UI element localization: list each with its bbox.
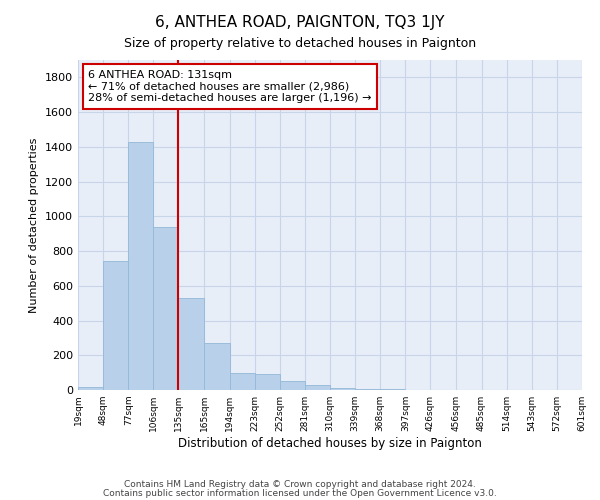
Bar (230, 372, 254, 390)
Bar (205, 343, 230, 390)
Bar (178, 298, 205, 390)
Text: Contains HM Land Registry data © Crown copyright and database right 2024.: Contains HM Land Registry data © Crown c… (124, 480, 476, 489)
Bar (280, 382, 305, 390)
Bar (330, 388, 355, 390)
Bar (254, 374, 280, 390)
Bar (154, 226, 178, 390)
Text: Size of property relative to detached houses in Paignton: Size of property relative to detached ho… (124, 38, 476, 51)
X-axis label: Distribution of detached houses by size in Paignton: Distribution of detached houses by size … (178, 437, 482, 450)
Text: 6, ANTHEA ROAD, PAIGNTON, TQ3 1JY: 6, ANTHEA ROAD, PAIGNTON, TQ3 1JY (155, 15, 445, 30)
Text: Contains public sector information licensed under the Open Government Licence v3: Contains public sector information licen… (103, 488, 497, 498)
Text: 6 ANTHEA ROAD: 131sqm
← 71% of detached houses are smaller (2,986)
28% of semi-d: 6 ANTHEA ROAD: 131sqm ← 71% of detached … (88, 70, 371, 103)
Bar (355, 389, 380, 390)
Bar (128, 142, 154, 390)
Y-axis label: Number of detached properties: Number of detached properties (29, 138, 40, 312)
Bar (103, 262, 128, 390)
Bar (78, 386, 103, 390)
Bar (305, 385, 330, 390)
